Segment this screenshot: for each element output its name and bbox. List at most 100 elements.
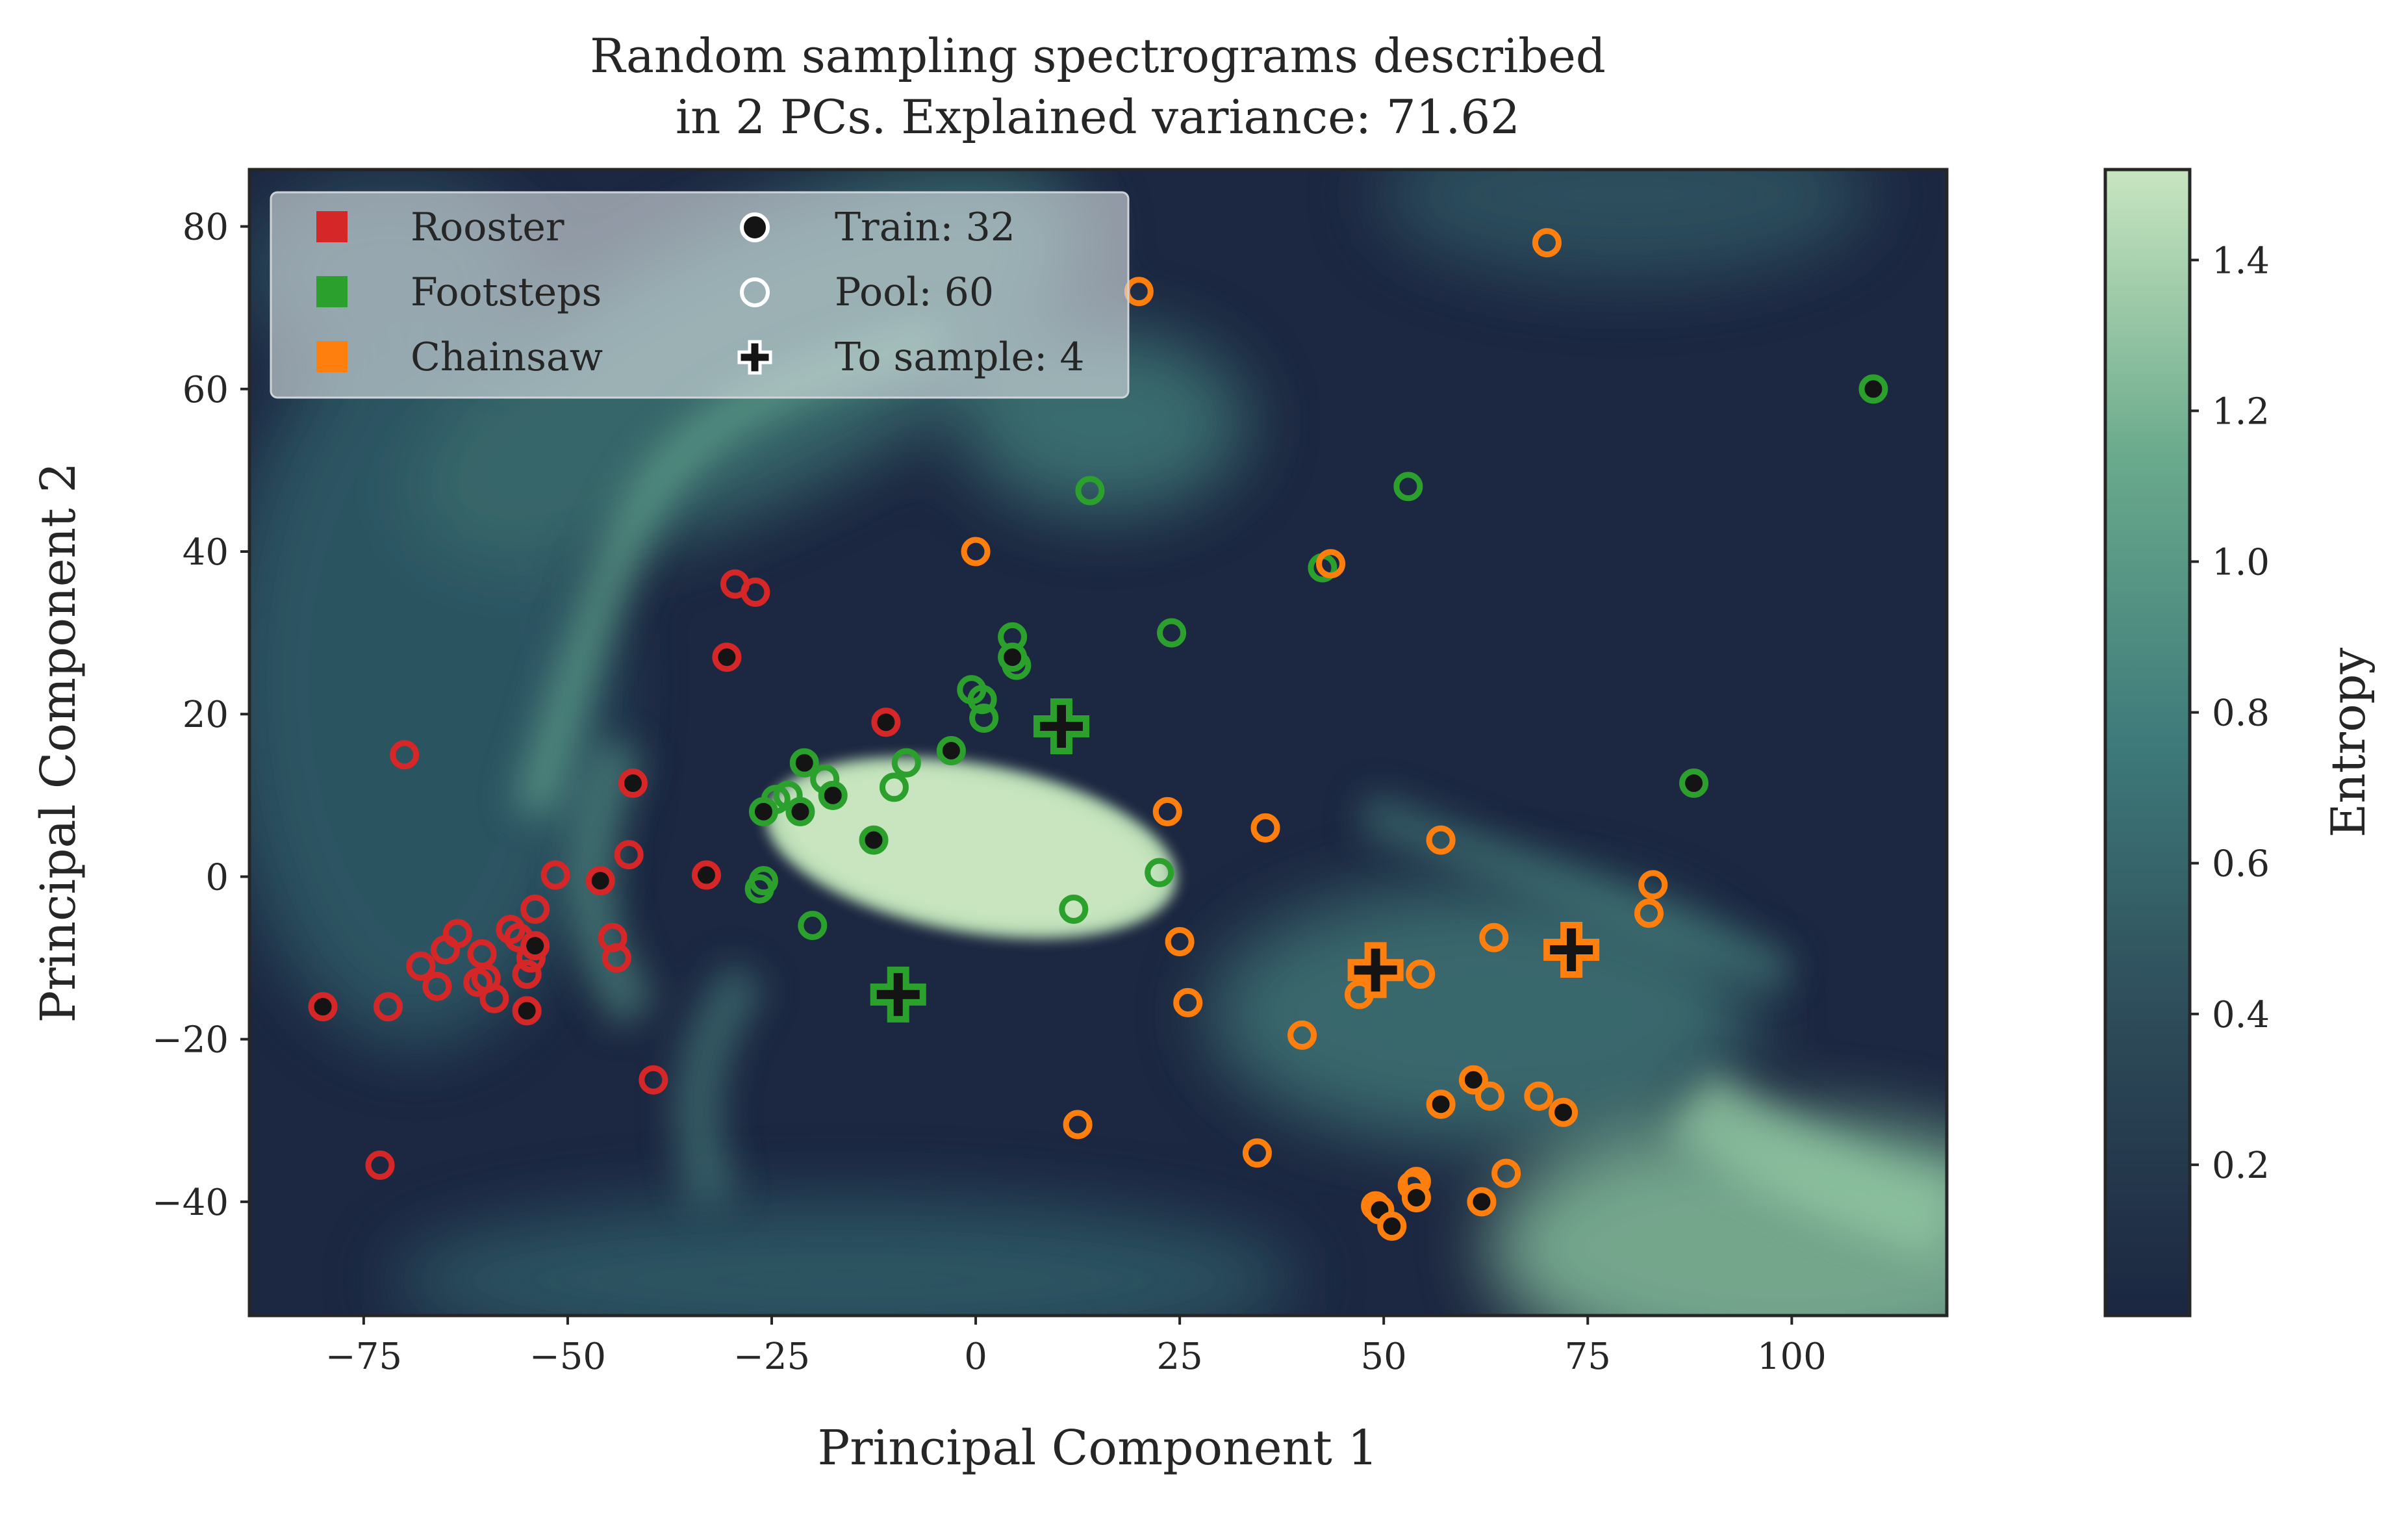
rooster-train-point (512, 996, 542, 1026)
footsteps-pool-point (891, 748, 921, 778)
to-sample-legend-marker (737, 340, 772, 375)
footsteps-train-point (748, 796, 778, 826)
chainsaw-pool-point (1524, 1081, 1554, 1111)
footsteps-pool-point (1393, 472, 1423, 502)
x-tick-label: 75 (1565, 1336, 1611, 1378)
y-tick-label: 20 (183, 694, 229, 736)
colorbar-ticks: 0.2 0.4 0.6 0.8 1.0 1.2 1.4 (2190, 240, 2270, 1187)
colorbar-tick-label: 0.2 (2212, 1145, 2270, 1187)
chainsaw-train-point (1467, 1187, 1497, 1217)
chainsaw-pool-point (1287, 1020, 1317, 1050)
chainsaw-pool-point (1532, 228, 1562, 258)
chainsaw-train-point (1377, 1211, 1407, 1241)
rooster-train-point (871, 707, 901, 737)
chainsaw-to-sample-point (1543, 922, 1600, 978)
rooster-pool-point (365, 1151, 395, 1180)
rooster-pool-point (422, 971, 452, 1001)
legend-label: Footsteps (411, 270, 602, 315)
chainsaw-pool-point (1426, 825, 1456, 855)
chainsaw-pool-point (1316, 549, 1346, 579)
x-tick-label: −50 (529, 1336, 606, 1378)
chainsaw-pool-point (1165, 927, 1195, 957)
legend-label: Train: 32 (835, 205, 1015, 250)
colorbar-tick-label: 1.4 (2212, 240, 2270, 282)
x-tick-label: 50 (1361, 1336, 1407, 1378)
footsteps-pool-point (879, 772, 909, 802)
chainsaw-train-point (1549, 1097, 1578, 1127)
y-tick-label: 60 (183, 369, 229, 411)
chainsaw-pool-point (1173, 987, 1203, 1017)
chainsaw-to-sample-point (1347, 942, 1404, 999)
colorbar-label: Entropy (2321, 647, 2376, 837)
rooster-pool-point (602, 943, 631, 973)
y-tick-label: 80 (183, 207, 229, 249)
colorbar-gradient (2105, 170, 2190, 1316)
footsteps-pool-point (1059, 894, 1089, 924)
train-legend-marker (740, 212, 770, 242)
rooster-pool-point (614, 840, 644, 870)
rooster-pool-point (374, 992, 403, 1022)
footsteps-to-sample-point (870, 966, 926, 1023)
rooster-pool-point (406, 951, 436, 981)
colorbar: 0.2 0.4 0.6 0.8 1.0 1.2 1.4 Entropy (2103, 168, 2376, 1318)
chainsaw-pool-point (1475, 1081, 1504, 1111)
chainsaw-pool-point (1242, 1138, 1272, 1168)
rooster-pool-point (540, 860, 570, 890)
x-tick-label: 0 (964, 1336, 987, 1378)
rooster-pool-point (741, 578, 770, 607)
rooster-train-point (712, 643, 742, 672)
rooster-pool-point (390, 740, 420, 770)
colorbar-tick-label: 0.4 (2212, 994, 2270, 1036)
rooster-train-point (585, 866, 615, 896)
y-tick-label: −20 (152, 1019, 229, 1062)
chainsaw-legend-swatch (316, 341, 348, 372)
rooster-pool-point (520, 894, 550, 924)
x-tick-label: 100 (1757, 1336, 1827, 1378)
footsteps-to-sample-point (1033, 698, 1089, 754)
colorbar-tick-label: 0.6 (2212, 843, 2270, 885)
rooster-pool-point (512, 960, 542, 989)
footsteps-pool-point (1157, 618, 1187, 648)
footsteps-pool-point (1075, 476, 1105, 505)
legend: Rooster Footsteps Chainsaw Train: 32 Pool: 6… (270, 191, 1130, 399)
colorbar-tick-label: 1.2 (2212, 390, 2270, 433)
rooster-pool-point (479, 984, 509, 1013)
rooster-pool-point (639, 1065, 668, 1095)
chainsaw-pool-point (1491, 1158, 1521, 1188)
colorbar-tick-label: 1.0 (2212, 541, 2270, 583)
colorbar-frame (2103, 168, 2192, 1318)
rooster-legend-swatch (316, 211, 348, 242)
chainsaw-pool-point (1634, 898, 1664, 928)
footsteps-legend-swatch (316, 276, 348, 307)
y-axis-label: Principal Component 2 (31, 463, 86, 1023)
rooster-train-point (618, 769, 648, 798)
legend-label: To sample: 4 (835, 335, 1085, 380)
chainsaw-pool-point (1638, 870, 1668, 900)
x-axis-ticks: −75 −50 −25 0 25 50 75 100 (325, 1316, 1827, 1378)
scatter-points (308, 228, 1888, 1241)
y-tick-label: 0 (205, 856, 229, 898)
legend-box (270, 191, 1130, 399)
footsteps-pool-point (748, 866, 778, 896)
rooster-pool-point (442, 919, 472, 948)
chainsaw-pool-point (1152, 796, 1182, 826)
legend-label: Pool: 60 (835, 270, 994, 315)
y-tick-label: −40 (152, 1182, 229, 1224)
footsteps-train-point (1858, 374, 1888, 404)
chainsaw-train-point (1401, 1183, 1431, 1213)
x-tick-label: −75 (325, 1336, 402, 1378)
y-tick-label: 40 (183, 531, 229, 574)
rooster-train-point (692, 860, 721, 890)
rooster-train-point (308, 992, 338, 1022)
footsteps-train-point (936, 736, 966, 766)
footsteps-train-point (785, 796, 815, 826)
chainsaw-pool-point (1479, 923, 1509, 952)
footsteps-train-point (998, 643, 1028, 672)
footsteps-train-point (818, 780, 848, 810)
rooster-train-point (520, 931, 550, 961)
x-axis-label: Principal Component 1 (818, 1420, 1378, 1476)
x-tick-label: −25 (733, 1336, 810, 1378)
footsteps-train-point (859, 825, 889, 855)
footsteps-pool-point (798, 910, 828, 940)
